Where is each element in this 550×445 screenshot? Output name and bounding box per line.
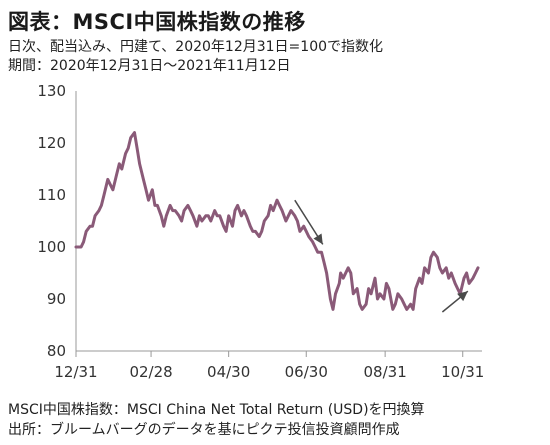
arrow-head: [313, 233, 323, 245]
x-tick-label: 04/30: [207, 363, 250, 381]
subtitle-method: 日次、配当込み、円建て、2020年12月31日=100で指数化: [8, 39, 384, 55]
x-tick-label: 06/30: [285, 363, 328, 381]
footnote-source: 出所：ブルームバーグのデータを基にピクテ投信投資顧問作成: [8, 422, 400, 438]
x-tick-label: 10/31: [441, 363, 484, 381]
y-tick-label: 110: [37, 186, 66, 204]
y-tick-label: 90: [47, 290, 66, 308]
y-tick-label: 120: [37, 134, 66, 152]
subtitle-period: 期間：2020年12月31日～2021年11月12日: [8, 58, 291, 74]
chart-axes: [75, 91, 482, 357]
y-axis-tick-labels: 80 90 100 110 120 130: [37, 82, 66, 360]
index-series-line: [74, 131, 480, 311]
annotation-arrow: [441, 290, 469, 313]
y-tick-label: 130: [37, 82, 66, 100]
y-tick-label: 80: [47, 342, 66, 360]
x-tick-label: 12/31: [54, 363, 97, 381]
arrow-head: [457, 291, 468, 302]
footnote-index-definition: MSCI中国株指数：MSCI China Net Total Return (U…: [8, 402, 425, 418]
x-tick-label: 08/31: [364, 363, 407, 381]
y-tick-label: 100: [37, 238, 66, 256]
annotation-arrow: [294, 199, 324, 245]
chart-title: 図表：MSCI中国株指数の推移: [8, 10, 306, 34]
x-axis-tick-labels: 12/31 02/28 04/30 06/30 08/31 10/31: [54, 363, 484, 381]
plot-area: [74, 131, 480, 311]
annotation-arrows: [294, 199, 469, 313]
x-tick-label: 02/28: [129, 363, 172, 381]
